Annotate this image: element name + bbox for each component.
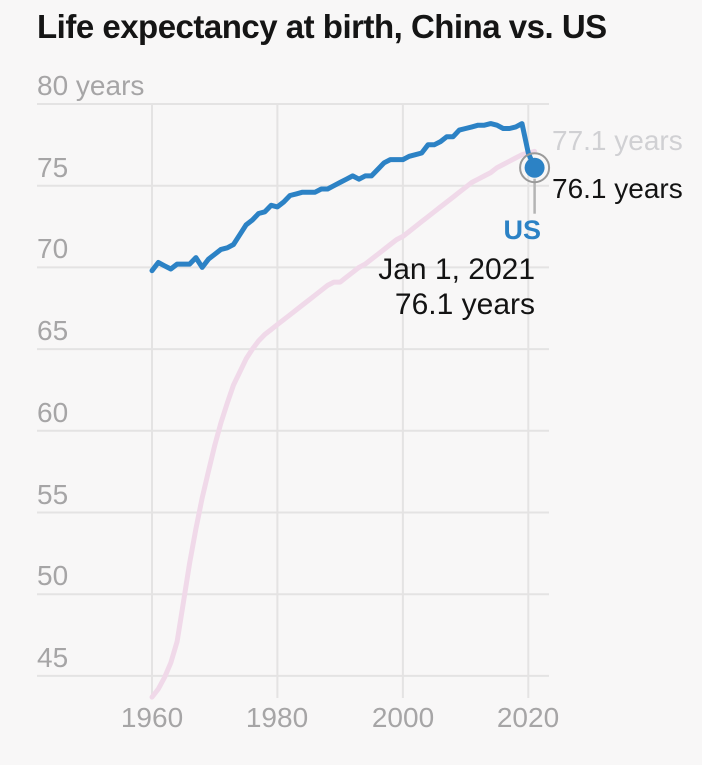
- tooltip-value-label: 76.1 years: [394, 288, 535, 321]
- us-endpoint-value-label: 76.1 years: [552, 173, 683, 204]
- marker-ring: [519, 152, 551, 184]
- x-axis-tick-label: 2020: [496, 702, 560, 733]
- y-axis-tick-label: 65: [37, 315, 69, 346]
- x-axis-tick-label: 2000: [371, 702, 435, 733]
- y-axis-tick-label: 70: [37, 233, 69, 264]
- chart-title: Life expectancy at birth, China vs. US: [37, 8, 607, 45]
- x-axis-tick-label: 1980: [245, 702, 309, 733]
- us-data-point-marker[interactable]: [524, 157, 545, 178]
- y-axis-tick-label: 75: [37, 152, 69, 183]
- y-axis-tick-label: 45: [37, 642, 69, 673]
- china-endpoint-value-label: 77.1 years: [552, 125, 683, 156]
- y-axis-tick-label: 60: [37, 397, 69, 428]
- x-axis-tick-label: 1960: [120, 702, 184, 733]
- y-axis-tick-label: 50: [37, 560, 69, 591]
- china-series-line[interactable]: [149, 148, 538, 700]
- y-axis-tick-label: 55: [37, 479, 69, 510]
- us-series-label[interactable]: US: [503, 215, 541, 245]
- us-series-line[interactable]: [149, 121, 538, 274]
- tooltip-date-label: Jan 1, 2021: [378, 253, 535, 286]
- y-axis-tick-label: 80 years: [37, 70, 145, 101]
